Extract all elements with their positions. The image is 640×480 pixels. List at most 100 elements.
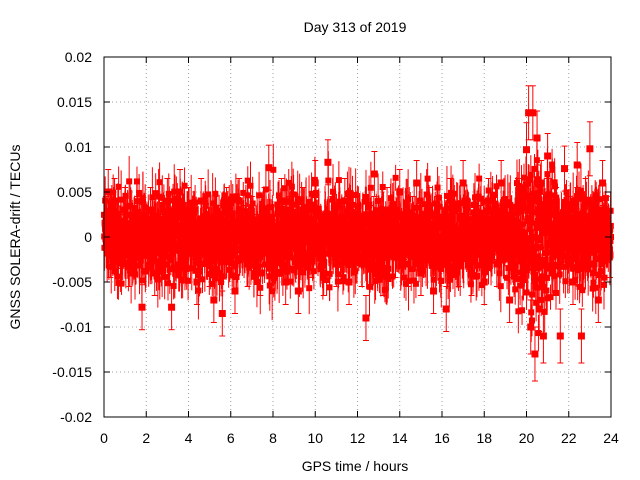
data-point: [205, 191, 212, 198]
data-point: [288, 183, 295, 190]
data-point: [378, 259, 385, 266]
data-point: [424, 175, 431, 182]
data-point: [560, 263, 567, 270]
data-point: [414, 245, 421, 252]
data-point: [234, 228, 241, 235]
data-point: [159, 266, 166, 273]
data-point: [232, 261, 239, 268]
data-point: [535, 330, 542, 337]
data-point: [280, 209, 287, 216]
data-point: [114, 249, 121, 256]
data-point: [544, 262, 551, 269]
data-point: [165, 190, 172, 197]
data-point: [536, 264, 543, 271]
data-point: [229, 260, 236, 267]
data-point: [472, 194, 479, 201]
data-point: [204, 256, 211, 263]
data-point: [531, 271, 538, 278]
data-point: [496, 270, 503, 277]
data-point: [401, 218, 408, 225]
data-point: [306, 285, 313, 292]
data-point: [450, 190, 457, 197]
data-point: [525, 254, 532, 261]
data-point: [531, 165, 538, 172]
data-point: [347, 190, 354, 197]
data-point: [578, 242, 585, 249]
data-point: [207, 252, 214, 259]
data-point: [559, 211, 566, 218]
data-point: [244, 192, 251, 199]
data-point: [528, 203, 535, 210]
data-point: [535, 206, 542, 213]
data-point: [519, 307, 526, 314]
data-point: [375, 197, 382, 204]
data-point: [364, 213, 371, 220]
data-point: [511, 273, 518, 280]
data-point: [355, 203, 362, 210]
data-point: [387, 195, 394, 202]
data-point: [233, 273, 240, 280]
data-point: [321, 258, 328, 265]
data-point: [218, 250, 225, 257]
data-point: [478, 253, 485, 260]
data-point: [417, 232, 424, 239]
data-point: [473, 273, 480, 280]
data-point: [152, 190, 159, 197]
data-point: [569, 242, 576, 249]
data-point: [530, 268, 537, 275]
data-point: [281, 185, 288, 192]
data-point: [570, 197, 577, 204]
data-point: [332, 218, 339, 225]
data-point: [423, 191, 430, 198]
data-point: [284, 197, 291, 204]
data-point: [211, 270, 218, 277]
data-point: [244, 177, 251, 184]
data-point: [541, 308, 548, 315]
data-point: [218, 279, 225, 286]
data-point: [574, 210, 581, 217]
data-point: [508, 210, 515, 217]
data-point: [269, 288, 276, 295]
data-point: [536, 199, 543, 206]
data-point: [374, 226, 381, 233]
data-point: [458, 215, 465, 222]
data-point: [164, 236, 171, 243]
data-point: [512, 262, 519, 269]
data-point: [538, 296, 545, 303]
data-point: [436, 203, 443, 210]
data-point: [281, 262, 288, 269]
data-point: [164, 280, 171, 287]
data-point: [308, 190, 315, 197]
data-point: [233, 193, 240, 200]
data-point: [366, 217, 373, 224]
data-point: [405, 195, 412, 202]
data-point: [535, 253, 542, 260]
data-point: [185, 277, 192, 284]
data-point: [154, 276, 161, 283]
data-point: [537, 244, 544, 251]
data-point: [136, 262, 143, 269]
data-point: [581, 222, 588, 229]
data-point: [543, 287, 550, 294]
data-point: [129, 211, 136, 218]
data-point: [463, 207, 470, 214]
data-point: [544, 295, 551, 302]
data-point: [513, 203, 520, 210]
data-point: [518, 192, 525, 199]
data-point: [575, 244, 582, 251]
data-point: [481, 198, 488, 205]
data-point: [192, 206, 199, 213]
data-point: [262, 186, 269, 193]
data-point: [161, 246, 168, 253]
data-point: [512, 286, 519, 293]
data-point: [520, 257, 527, 264]
data-point: [372, 277, 379, 284]
data-point: [188, 265, 195, 272]
data-point: [428, 223, 435, 230]
data-point: [266, 273, 273, 280]
data-point: [133, 239, 140, 246]
data-point: [537, 256, 544, 263]
data-point: [130, 265, 137, 272]
data-point: [429, 257, 436, 264]
